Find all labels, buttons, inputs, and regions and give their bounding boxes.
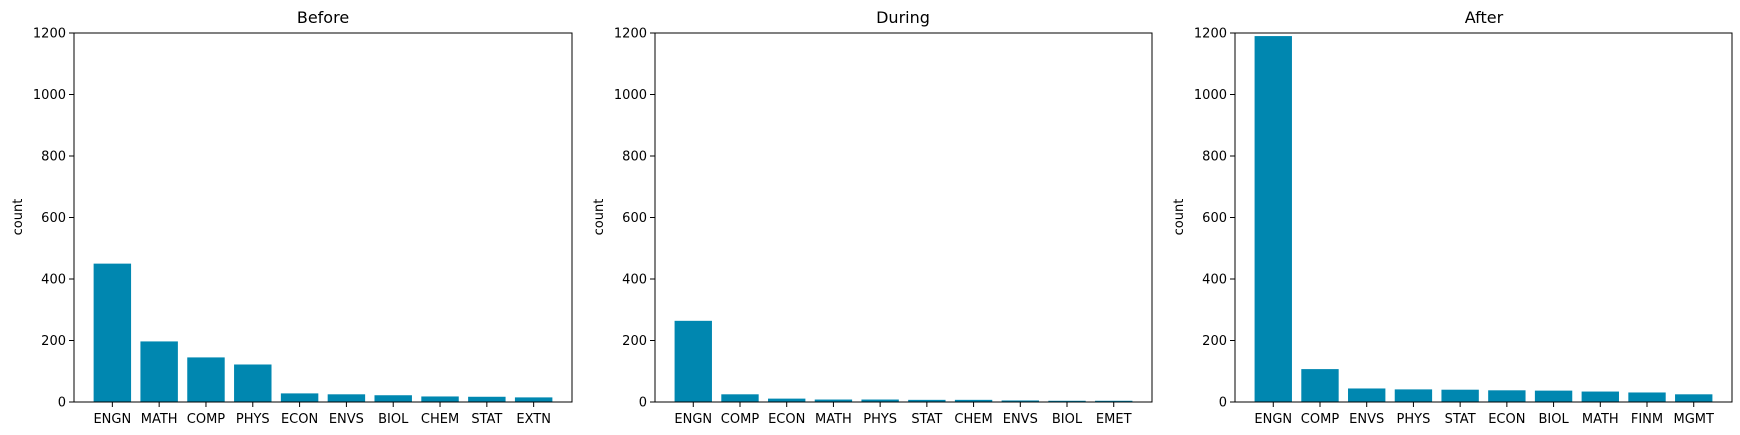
x-tick-label-before-phys: PHYS bbox=[236, 412, 270, 427]
y-tick-label-during-800: 800 bbox=[622, 150, 647, 165]
x-tick-label-during-comp: COMP bbox=[721, 412, 760, 427]
chart-panel-after: After count ENGN COMP ENVS PHYS STAT ECON BIOL… bbox=[1172, 8, 1733, 427]
y-tick-label-before-800: 800 bbox=[41, 150, 66, 165]
bar-during-biol bbox=[1048, 400, 1086, 402]
y-tick-label-after-800: 800 bbox=[1202, 150, 1227, 165]
bar-during-phys bbox=[861, 399, 899, 402]
x-tick-label-before-comp: COMP bbox=[187, 412, 226, 427]
y-axis-label-during: count bbox=[592, 199, 607, 236]
y-tick-label-during-600: 600 bbox=[622, 211, 647, 226]
x-tick-label-during-engn: ENGN bbox=[674, 412, 712, 427]
bar-during-envs bbox=[1001, 400, 1039, 402]
bar-before-engn bbox=[93, 263, 132, 403]
x-tick-label-before-chem: CHEM bbox=[421, 412, 459, 427]
bar-during-engn bbox=[674, 320, 712, 402]
y-tick-label-after-1200: 1200 bbox=[1194, 27, 1227, 42]
x-tick-label-during-phys: PHYS bbox=[863, 412, 897, 427]
bar-after-mgmt bbox=[1675, 394, 1713, 402]
chart-panel-before: Before count ENGN MATH COMP PHYS ECON ENVS BIO… bbox=[11, 8, 573, 427]
x-tick-label-before-biol: BIOL bbox=[378, 412, 409, 427]
y-tick-label-before-1200: 1200 bbox=[33, 27, 66, 42]
x-tick-label-after-biol: BIOL bbox=[1538, 412, 1569, 427]
x-tick-label-during-emet: EMET bbox=[1096, 412, 1132, 427]
x-tick-label-during-envs: ENVS bbox=[1003, 412, 1038, 427]
plot-frame-after bbox=[1234, 32, 1733, 403]
y-tick-label-during-0: 0 bbox=[639, 396, 647, 411]
chart-title-after: After bbox=[1465, 8, 1504, 27]
x-tick-label-during-econ: ECON bbox=[768, 412, 805, 427]
bar-during-chem bbox=[954, 399, 993, 402]
bar-during-math bbox=[814, 399, 853, 402]
bar-after-stat bbox=[1441, 389, 1479, 402]
x-tick-label-during-biol: BIOL bbox=[1052, 412, 1083, 427]
bar-before-math bbox=[140, 341, 178, 402]
x-tick-label-before-envs: ENVS bbox=[329, 412, 364, 427]
x-tick-label-after-econ: ECON bbox=[1488, 412, 1525, 427]
x-tick-label-after-comp: COMP bbox=[1301, 412, 1340, 427]
chart-title-before: Before bbox=[297, 8, 349, 27]
bar-during-comp bbox=[721, 394, 759, 402]
x-tick-label-during-chem: CHEM bbox=[954, 412, 992, 427]
bar-after-math bbox=[1581, 391, 1619, 402]
chart-title-during: During bbox=[876, 8, 930, 27]
bar-after-envs bbox=[1348, 388, 1386, 402]
chart-panel-during: During count ENGN COMP ECON MATH PHYS STAT CHE… bbox=[592, 8, 1153, 427]
y-tick-label-after-600: 600 bbox=[1202, 211, 1227, 226]
x-tick-label-during-stat: STAT bbox=[911, 412, 942, 427]
x-tick-label-after-mgmt: MGMT bbox=[1674, 412, 1715, 427]
x-tick-label-after-envs: ENVS bbox=[1349, 412, 1384, 427]
plot-frame-during bbox=[654, 32, 1153, 403]
y-axis-label-before: count bbox=[11, 199, 26, 236]
y-tick-label-after-0: 0 bbox=[1219, 396, 1227, 411]
y-tick-label-before-0: 0 bbox=[58, 396, 66, 411]
bar-after-engn bbox=[1254, 36, 1292, 402]
x-tick-label-before-math: MATH bbox=[141, 412, 178, 427]
x-tick-label-before-engn: ENGN bbox=[93, 412, 131, 427]
x-tick-label-before-stat: STAT bbox=[471, 412, 502, 427]
bar-after-finm bbox=[1628, 392, 1666, 402]
bar-before-extn bbox=[514, 397, 553, 402]
y-tick-label-during-400: 400 bbox=[622, 273, 647, 288]
y-tick-label-after-1000: 1000 bbox=[1194, 88, 1227, 103]
bar-before-comp bbox=[187, 357, 225, 402]
y-axis-label-after: count bbox=[1172, 199, 1187, 236]
bar-during-econ bbox=[768, 398, 806, 402]
bar-before-econ bbox=[280, 393, 319, 402]
bar-before-chem bbox=[421, 396, 459, 402]
y-tick-label-during-1000: 1000 bbox=[614, 88, 647, 103]
y-tick-label-before-1000: 1000 bbox=[33, 88, 66, 103]
bar-after-phys bbox=[1394, 389, 1433, 402]
bar-during-emet bbox=[1095, 400, 1133, 402]
y-tick-label-during-200: 200 bbox=[622, 334, 647, 349]
bar-before-biol bbox=[374, 395, 412, 402]
y-tick-label-after-400: 400 bbox=[1202, 273, 1227, 288]
bar-before-phys bbox=[234, 364, 272, 402]
bar-before-stat bbox=[468, 396, 506, 402]
x-tick-label-after-math: MATH bbox=[1582, 412, 1619, 427]
y-tick-label-before-600: 600 bbox=[41, 211, 66, 226]
bar-during-stat bbox=[908, 399, 946, 402]
bar-after-comp bbox=[1301, 369, 1339, 402]
bar-before-envs bbox=[327, 394, 366, 402]
x-tick-label-after-finm: FINM bbox=[1631, 412, 1663, 427]
y-tick-label-after-200: 200 bbox=[1202, 334, 1227, 349]
y-tick-label-during-1200: 1200 bbox=[614, 27, 647, 42]
x-tick-label-after-stat: STAT bbox=[1445, 412, 1476, 427]
plot-frame-before bbox=[73, 32, 573, 403]
y-tick-label-before-200: 200 bbox=[41, 334, 66, 349]
y-tick-label-before-400: 400 bbox=[41, 273, 66, 288]
x-tick-label-before-econ: ECON bbox=[281, 412, 318, 427]
x-tick-label-during-math: MATH bbox=[815, 412, 852, 427]
bar-after-biol bbox=[1534, 390, 1573, 402]
x-tick-label-after-phys: PHYS bbox=[1397, 412, 1431, 427]
bar-after-econ bbox=[1488, 390, 1526, 402]
x-tick-label-before-extn: EXTN bbox=[516, 412, 551, 427]
x-tick-label-after-engn: ENGN bbox=[1254, 412, 1292, 427]
